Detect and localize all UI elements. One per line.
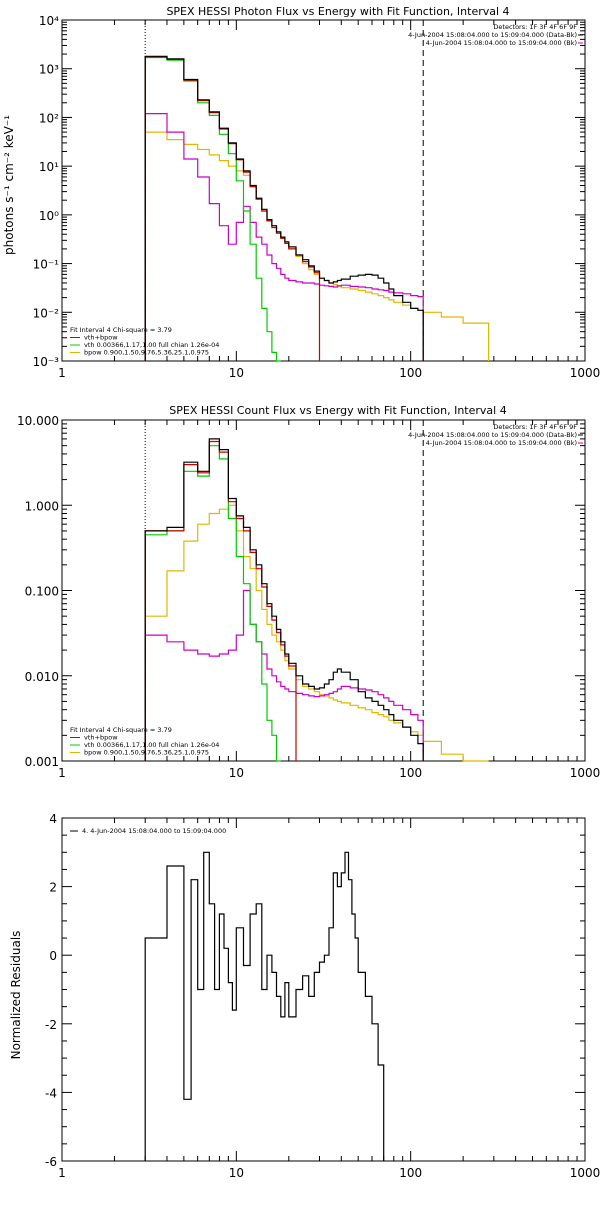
panel2-series-bpow	[144, 504, 489, 762]
panel1-legend-bottom-text: Fit Interval 4 Chi-square = 3.79	[70, 326, 172, 334]
panel2-x-tick-label: 1000	[570, 766, 600, 780]
panel1-legend-top-text: 4-Jun-2004 15:08:04.000 to 15:09:04.000 …	[426, 39, 577, 47]
panel1-legend-bottom-text: vth 0.00366,1.17,1.00 full chian 1.26e-0…	[84, 341, 219, 349]
panel1-series-data-bk	[144, 55, 424, 361]
panel1-x-tick-label: 1	[58, 366, 66, 380]
panel1-y-tick-label: 10⁻¹	[33, 258, 60, 272]
panel2-legend-bottom-text: Fit Interval 4 Chi-square = 3.79	[70, 726, 172, 734]
panel1-title: SPEX HESSI Photon Flux vs Energy with Fi…	[166, 5, 509, 18]
panel3-frame	[61, 817, 586, 1162]
panel1-legend-top-text: 4-Jun-2004 15:08:04.000 to 15:09:04.000 …	[408, 31, 577, 39]
panel2-y-tick-label: 10.000	[17, 414, 59, 428]
panel2-frame	[61, 419, 586, 762]
panel3-ylabel: Normalized Residuals	[9, 931, 23, 1060]
panel2-legend-top-text: Detectors: 1F 3F 4F 6F 9F	[493, 423, 577, 431]
panel3-y-tick-label: 2	[49, 881, 57, 895]
panel2-legend-top-text: 4-Jun-2004 15:08:04.000 to 15:09:04.000 …	[408, 431, 577, 439]
panel2-series-bk	[144, 589, 424, 761]
panel2-title: SPEX HESSI Count Flux vs Energy with Fit…	[169, 404, 506, 417]
panel2-y-tick-label: 0.001	[25, 755, 59, 769]
panel3-y-tick-label: 4	[49, 812, 57, 826]
panel1-x-tick-label: 100	[399, 366, 422, 380]
panel3-x-tick-label: 1	[58, 1166, 66, 1180]
panel2-y-tick-label: 0.010	[25, 670, 59, 684]
panel3-legend: 4. 4-Jun-2004 15:08:04.000 to 15:09:04.0…	[82, 827, 226, 835]
panel1-y-tick-label: 10¹	[39, 160, 59, 174]
panel3-x-tick-label: 1000	[570, 1166, 600, 1180]
panel1-legend-bottom-text: bpow 0.900,1.50,9.76,5.36,25.1,0.975	[84, 349, 209, 357]
panel3-residuals-series	[144, 851, 385, 1161]
panel1-y-tick-label: 10⁰	[39, 209, 59, 223]
panel2-x-tick-label: 1	[58, 766, 66, 780]
panel1-legend-bottom-text: vth+bpow	[84, 334, 118, 342]
panel2-legend-bottom-text: vth 0.00366,1.17,1.00 full chian 1.26e-0…	[84, 741, 219, 749]
panel2-x-tick-label: 100	[399, 766, 422, 780]
panel1-x-tick-label: 1000	[570, 366, 600, 380]
panel2-x-tick-label: 10	[229, 766, 244, 780]
panel1-y-tick-label: 10²	[39, 111, 59, 125]
panel2-series-vth-bpow	[144, 440, 297, 761]
panel1-series-bpow	[144, 131, 490, 361]
panel3-y-tick-label: -2	[45, 1018, 57, 1032]
panel3-x-tick-label: 10	[229, 1166, 244, 1180]
panel1-series-bk	[144, 113, 424, 361]
panel3-y-tick-label: 0	[49, 949, 57, 963]
panel2-series-vth	[144, 445, 281, 762]
panel2-legend-bottom-text: vth+bpow	[84, 734, 118, 742]
panel2-legend-top-text: 4-Jun-2004 15:08:04.000 to 15:09:04.000 …	[426, 439, 577, 447]
panel1-x-tick-label: 10	[229, 366, 244, 380]
panel1-y-tick-label: 10⁴	[39, 14, 59, 28]
panel1-y-tick-label: 10⁻²	[33, 306, 60, 320]
panel1-y-tick-label: 10³	[39, 63, 59, 77]
panel1-ylabel: photons s⁻¹ cm⁻² keV⁻¹	[2, 115, 16, 255]
panel3-y-tick-label: -4	[45, 1086, 57, 1100]
panel1-series-vth-bpow	[144, 56, 321, 361]
panel1-legend-top-text: Detectors: 1F 3F 4F 6F 9F	[493, 23, 577, 31]
panel1-frame	[61, 19, 586, 362]
panel2-y-tick-label: 0.100	[25, 585, 59, 599]
panel2-series-data-bk	[144, 438, 424, 761]
panel3-y-tick-label: -6	[45, 1155, 57, 1169]
panel2-y-tick-label: 1.000	[25, 499, 59, 513]
panel3-x-tick-label: 100	[399, 1166, 422, 1180]
panel1-y-tick-label: 10⁻³	[33, 355, 60, 369]
panel2-legend-bottom-text: bpow 0.900,1.50,9.76,5.36,25.1,0.975	[84, 749, 209, 757]
panel1-series-vth	[144, 56, 281, 362]
